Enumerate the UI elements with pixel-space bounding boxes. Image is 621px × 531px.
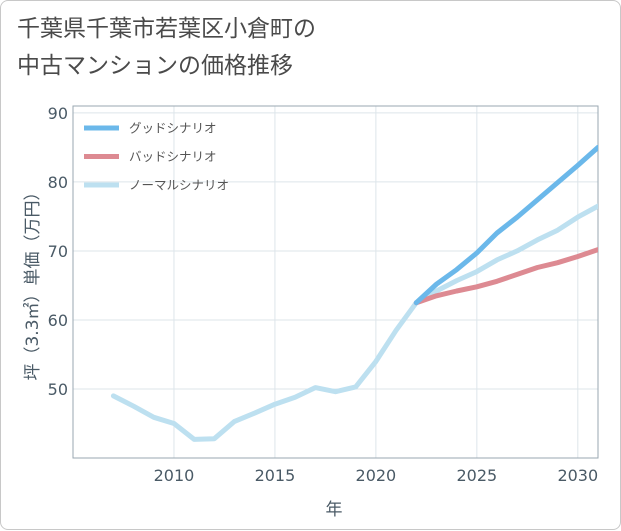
x-tick-label: 2030 — [557, 466, 598, 485]
series-line-0 — [413, 144, 598, 306]
y-tick-label: 80 — [48, 173, 68, 192]
x-tick-label: 2010 — [154, 466, 195, 485]
x-axis-title: 年 — [326, 500, 343, 520]
x-tick-label: 2025 — [456, 466, 497, 485]
x-tick-label: 2015 — [255, 466, 296, 485]
series-lines — [110, 144, 598, 442]
legend-label: バッドシナリオ — [129, 149, 217, 164]
series-line-2 — [110, 203, 598, 442]
y-tick-label: 50 — [48, 380, 68, 399]
axis-ticks: 2010 2015 2020 2025 2030 50 60 70 80 90 — [48, 104, 599, 485]
chart-title-line1: 千葉県千葉市若葉区小倉町の — [17, 16, 316, 42]
series-line-1 — [413, 247, 598, 306]
y-tick-label: 90 — [48, 104, 68, 123]
chart-title-line2: 中古マンションの価格推移 — [17, 53, 293, 79]
x-tick-label: 2020 — [356, 466, 397, 485]
legend-label: ノーマルシナリオ — [129, 178, 229, 193]
y-tick-label: 70 — [48, 242, 68, 261]
chart-title: 千葉県千葉市若葉区小倉町の 中古マンションの価格推移 — [17, 11, 316, 85]
plot-area-border — [72, 105, 599, 459]
y-axis-title: 坪（3.3㎡）単価（万円） — [23, 183, 43, 380]
y-tick-label: 60 — [48, 311, 68, 330]
legend-label: グッドシナリオ — [129, 121, 217, 136]
